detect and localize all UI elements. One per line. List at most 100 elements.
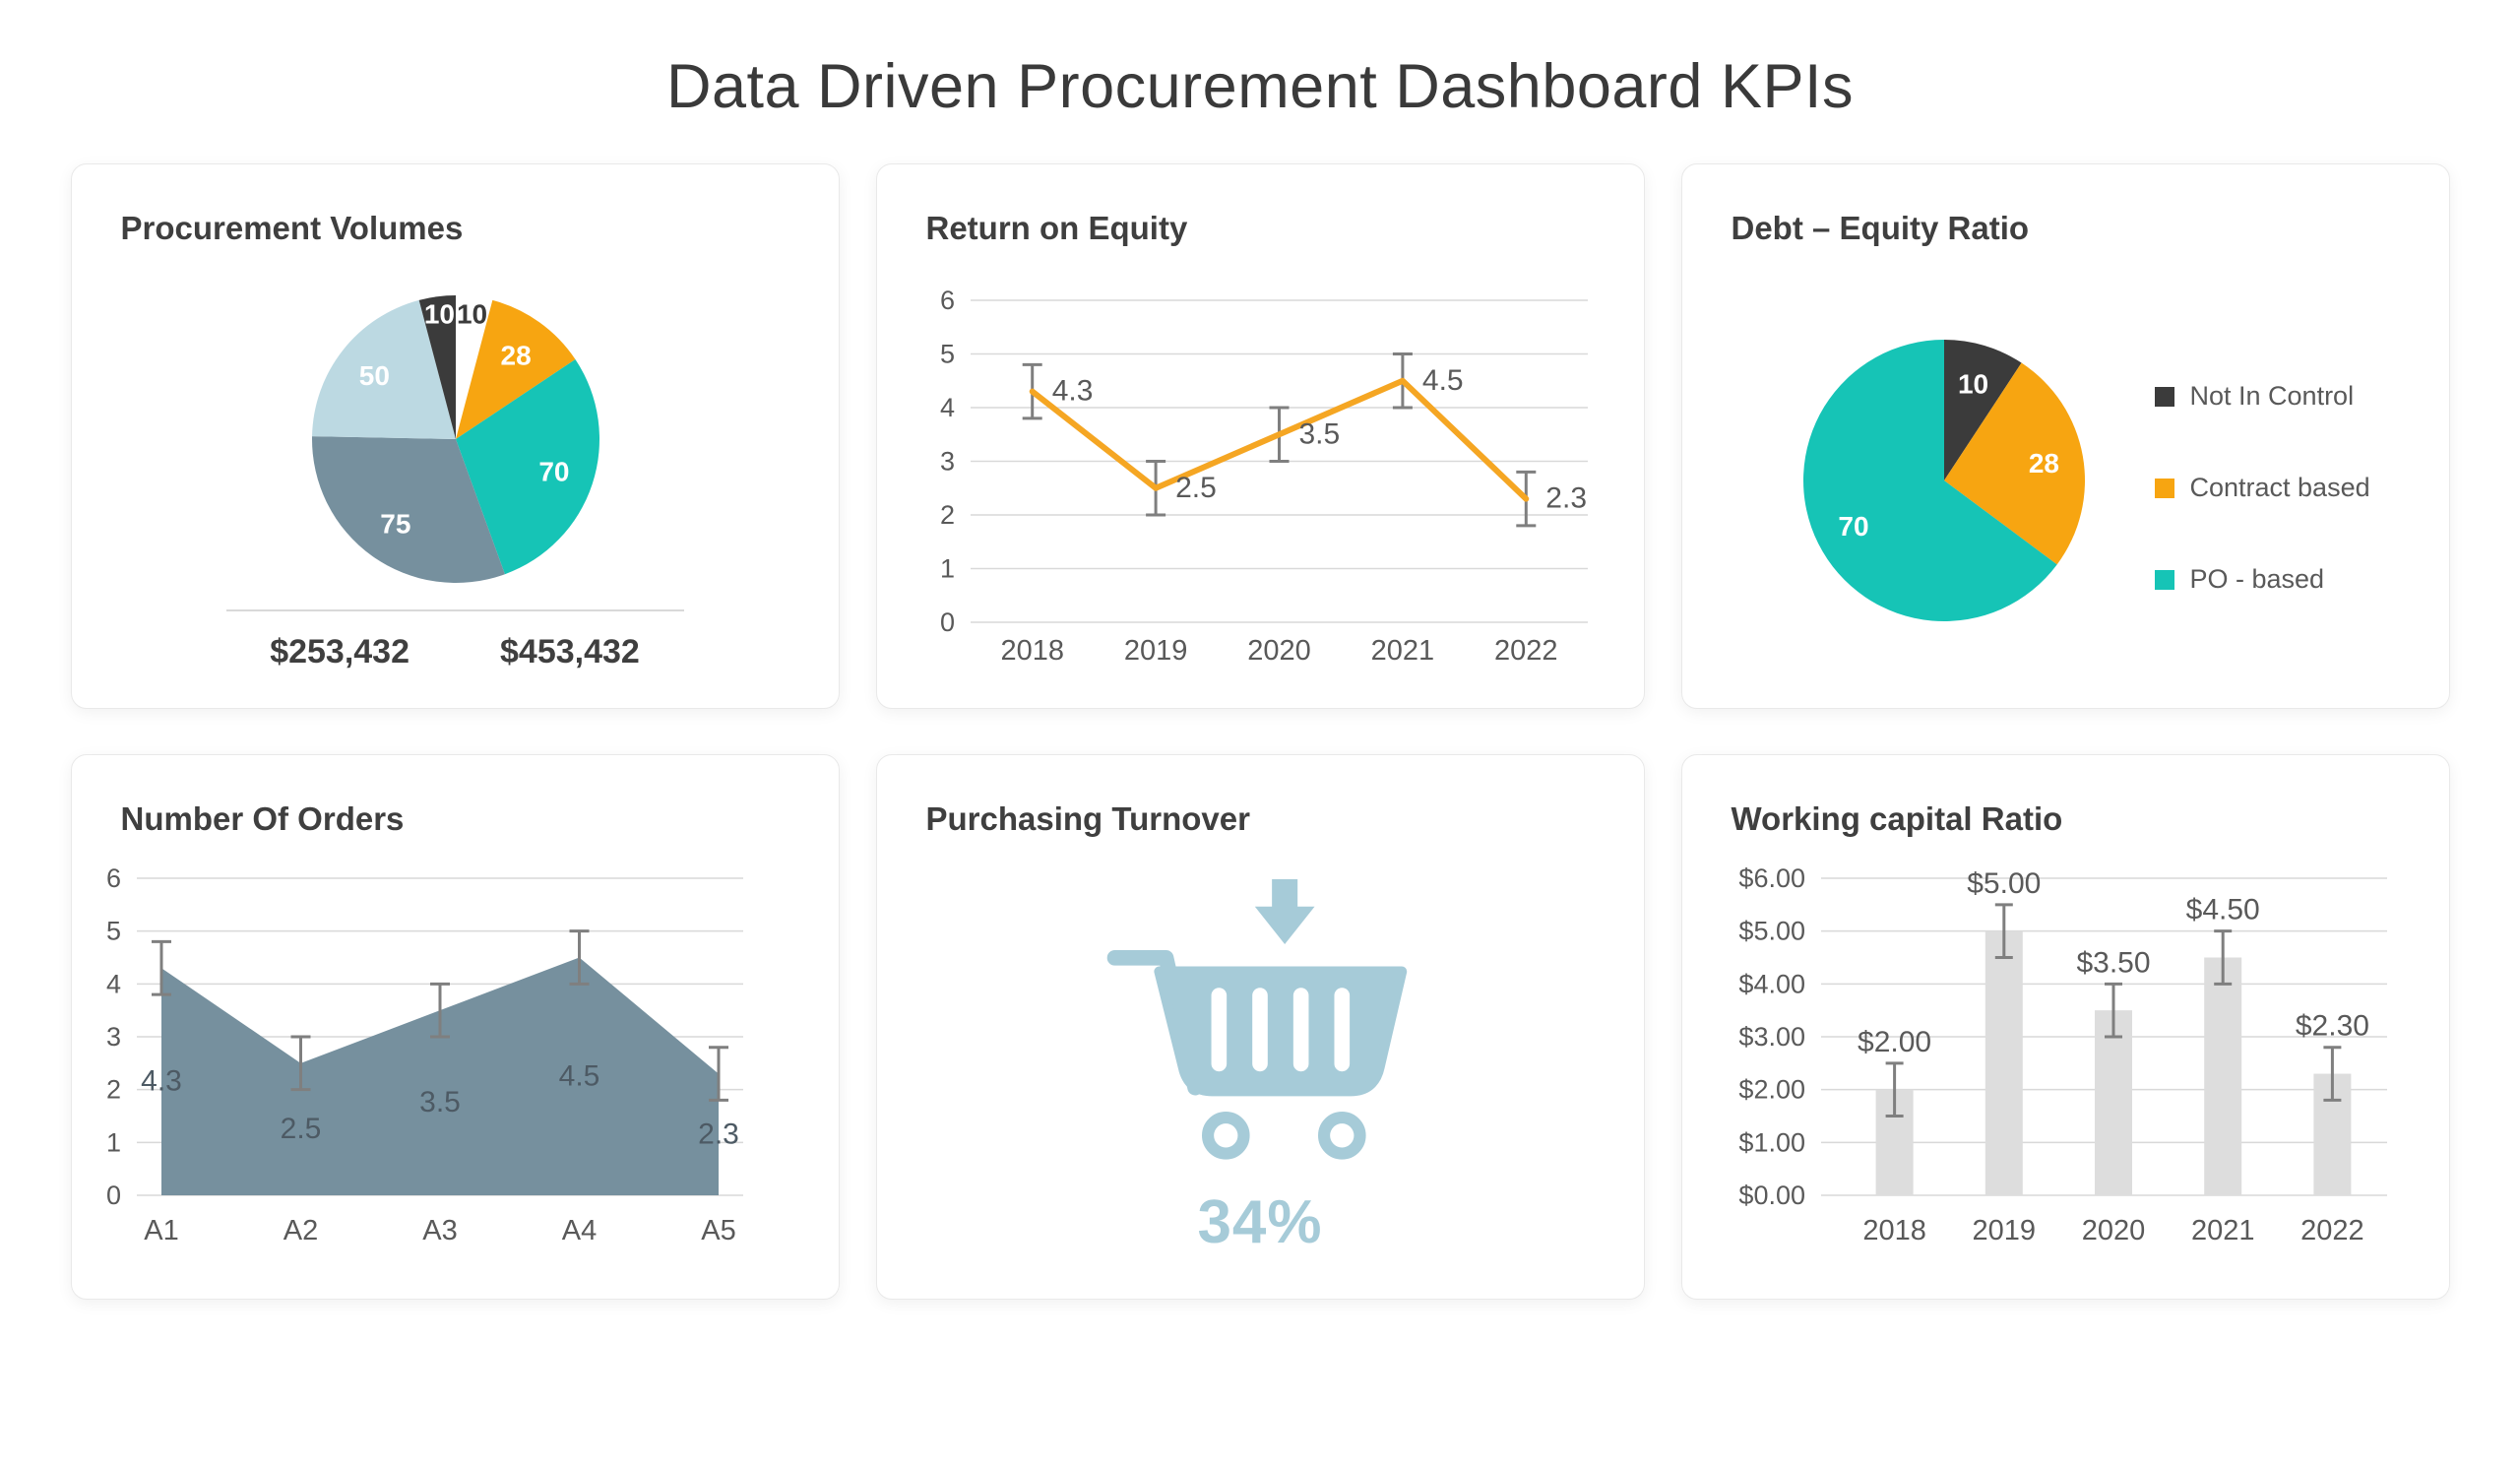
- svg-text:$0.00: $0.00: [1738, 1181, 1805, 1210]
- svg-text:0: 0: [105, 1181, 120, 1210]
- svg-text:$2.30: $2.30: [2295, 1010, 2368, 1043]
- svg-text:$1.00: $1.00: [1738, 1127, 1805, 1157]
- card-title-debt-equity-ratio: Debt – Equity Ratio: [1731, 210, 2030, 246]
- svg-text:2020: 2020: [1247, 635, 1311, 667]
- debt-equity-ratio-pie-chart: 10 28 70: [1802, 340, 2085, 621]
- purchasing-turnover-value: 34%: [1197, 1188, 1323, 1256]
- svg-text:2019: 2019: [1123, 635, 1187, 667]
- card-title-purchasing-turnover: Purchasing Turnover: [925, 800, 1250, 837]
- svg-text:$3.50: $3.50: [2076, 946, 2150, 979]
- svg-text:6: 6: [939, 286, 954, 315]
- svg-text:2: 2: [939, 500, 954, 530]
- svg-text:2.3: 2.3: [698, 1118, 739, 1150]
- svg-text:2.3: 2.3: [1545, 482, 1587, 515]
- legend-label: Not In Control: [2189, 381, 2355, 411]
- svg-text:A3: A3: [422, 1215, 457, 1246]
- svg-text:50: 50: [358, 360, 389, 391]
- footer-values: $253,432 $453,432: [72, 633, 839, 671]
- cart-wheels: [1202, 1112, 1366, 1160]
- svg-text:75: 75: [380, 509, 410, 540]
- svg-text:10: 10: [456, 299, 486, 330]
- kpi-grid: Procurement Volumes 10 28 70 75 50 10 $253,43…: [0, 163, 2520, 1300]
- svg-text:10: 10: [1957, 368, 1987, 399]
- procurement-volumes-footer: $253,432 $453,432: [72, 609, 839, 671]
- cart-basket: [1154, 966, 1408, 1097]
- svg-text:3: 3: [939, 447, 954, 477]
- svg-text:6: 6: [105, 863, 120, 893]
- card-working-capital-ratio: Working capital Ratio $0.00 $1.00 $2.00 $3.…: [1680, 754, 2450, 1300]
- svg-text:2.5: 2.5: [280, 1113, 321, 1145]
- legend-item-contract-based: Contract based: [2154, 473, 2370, 503]
- svg-text:A1: A1: [144, 1215, 178, 1246]
- svg-text:2022: 2022: [2300, 1215, 2364, 1246]
- card-title-working-capital-ratio: Working capital Ratio: [1731, 800, 2063, 837]
- card-return-on-equity: Return on Equity 0 1 2 3 4 5 6 2018 2019 2020 2021…: [875, 163, 1645, 709]
- svg-text:10: 10: [423, 299, 454, 330]
- procurement-value-high: $453,432: [500, 633, 640, 671]
- working-capital-ratio-bar-chart: $0.00 $1.00 $2.00 $3.00 $4.00 $5.00 $6.00 2018 2…: [1738, 863, 2387, 1246]
- legend-item-not-in-control: Not In Control: [2154, 381, 2370, 412]
- page-title: Data Driven Procurement Dashboard KPIs: [665, 52, 1855, 121]
- svg-text:A5: A5: [701, 1215, 735, 1246]
- legend-item-po-based: PO - based: [2154, 564, 2370, 595]
- svg-text:2022: 2022: [1494, 635, 1558, 667]
- card-title-procurement-volumes: Procurement Volumes: [120, 210, 464, 246]
- legend-swatch-dark: [2154, 386, 2174, 407]
- svg-text:2.5: 2.5: [1175, 472, 1217, 504]
- svg-text:2018: 2018: [1000, 635, 1064, 667]
- legend-label: PO - based: [2189, 564, 2325, 594]
- card-title-return-on-equity: Return on Equity: [925, 210, 1188, 246]
- svg-text:A2: A2: [283, 1215, 317, 1246]
- svg-text:2: 2: [105, 1075, 120, 1105]
- svg-text:4: 4: [939, 393, 954, 422]
- card-debt-equity-ratio: Debt – Equity Ratio 10 28 70 Not In Contro…: [1680, 163, 2450, 709]
- svg-text:A4: A4: [561, 1215, 596, 1246]
- svg-text:70: 70: [1838, 511, 1868, 542]
- procurement-volumes-pie-chart: 10 28 70 75 50 10: [311, 295, 599, 583]
- svg-text:28: 28: [2028, 448, 2058, 479]
- svg-text:$5.00: $5.00: [1738, 917, 1805, 946]
- shopping-cart-icon: [1106, 879, 1408, 1160]
- procurement-value-low: $253,432: [270, 633, 410, 671]
- svg-text:$4.50: $4.50: [2185, 894, 2259, 926]
- legend-label: Contract based: [2189, 473, 2370, 502]
- debt-equity-legend: Not In Control Contract based PO - based: [2154, 381, 2370, 595]
- svg-text:$3.00: $3.00: [1738, 1022, 1805, 1052]
- footer-divider: [225, 609, 684, 611]
- legend-swatch-orange: [2154, 478, 2174, 498]
- svg-text:28: 28: [500, 340, 531, 370]
- return-on-equity-line-chart: 0 1 2 3 4 5 6 2018 2019 2020 2021 2022 4.3 2.5 3.5 4.5 2…: [939, 286, 1588, 667]
- number-of-orders-area-chart: 0 1 2 3 4 5 6 A1 A2 A3 A4 A5 4.3 2.5 3.5 4.5 2.3: [105, 863, 743, 1246]
- svg-text:1: 1: [939, 554, 954, 584]
- purchasing-turnover-body: 34%: [877, 879, 1644, 1257]
- card-title-number-of-orders: Number Of Orders: [120, 800, 405, 837]
- svg-text:0: 0: [939, 607, 954, 637]
- svg-text:2021: 2021: [1370, 635, 1434, 667]
- svg-text:4.5: 4.5: [558, 1059, 599, 1092]
- svg-text:$4.00: $4.00: [1738, 969, 1805, 998]
- svg-text:3.5: 3.5: [419, 1086, 461, 1118]
- svg-text:$2.00: $2.00: [1858, 1026, 1931, 1058]
- svg-text:1: 1: [105, 1127, 120, 1157]
- card-purchasing-turnover: Purchasing Turnover: [875, 754, 1645, 1300]
- svg-text:5: 5: [105, 917, 120, 946]
- card-number-of-orders: Number Of Orders 0 1 2 3 4 5 6 A1 A2 A3 A4 A5 4.3 2.5…: [70, 754, 840, 1300]
- svg-text:2020: 2020: [2081, 1215, 2145, 1246]
- svg-text:4.5: 4.5: [1421, 364, 1463, 397]
- card-procurement-volumes: Procurement Volumes 10 28 70 75 50 10 $253,43…: [70, 163, 840, 709]
- svg-text:4.3: 4.3: [141, 1065, 182, 1098]
- legend-swatch-teal: [2154, 569, 2174, 590]
- svg-text:$5.00: $5.00: [1967, 867, 2041, 900]
- procurement-dashboard: Data Driven Procurement Dashboard KPIs P…: [0, 51, 2520, 1300]
- svg-text:$2.00: $2.00: [1738, 1075, 1805, 1105]
- down-arrow-icon: [1254, 879, 1315, 944]
- svg-text:5: 5: [939, 340, 954, 369]
- svg-text:4.3: 4.3: [1051, 375, 1093, 408]
- svg-text:70: 70: [538, 457, 569, 487]
- svg-text:3.5: 3.5: [1298, 417, 1340, 450]
- svg-text:3: 3: [105, 1022, 120, 1052]
- svg-text:$6.00: $6.00: [1738, 863, 1805, 893]
- svg-text:2021: 2021: [2190, 1215, 2254, 1246]
- svg-text:4: 4: [105, 969, 120, 998]
- svg-text:2019: 2019: [1972, 1215, 2036, 1246]
